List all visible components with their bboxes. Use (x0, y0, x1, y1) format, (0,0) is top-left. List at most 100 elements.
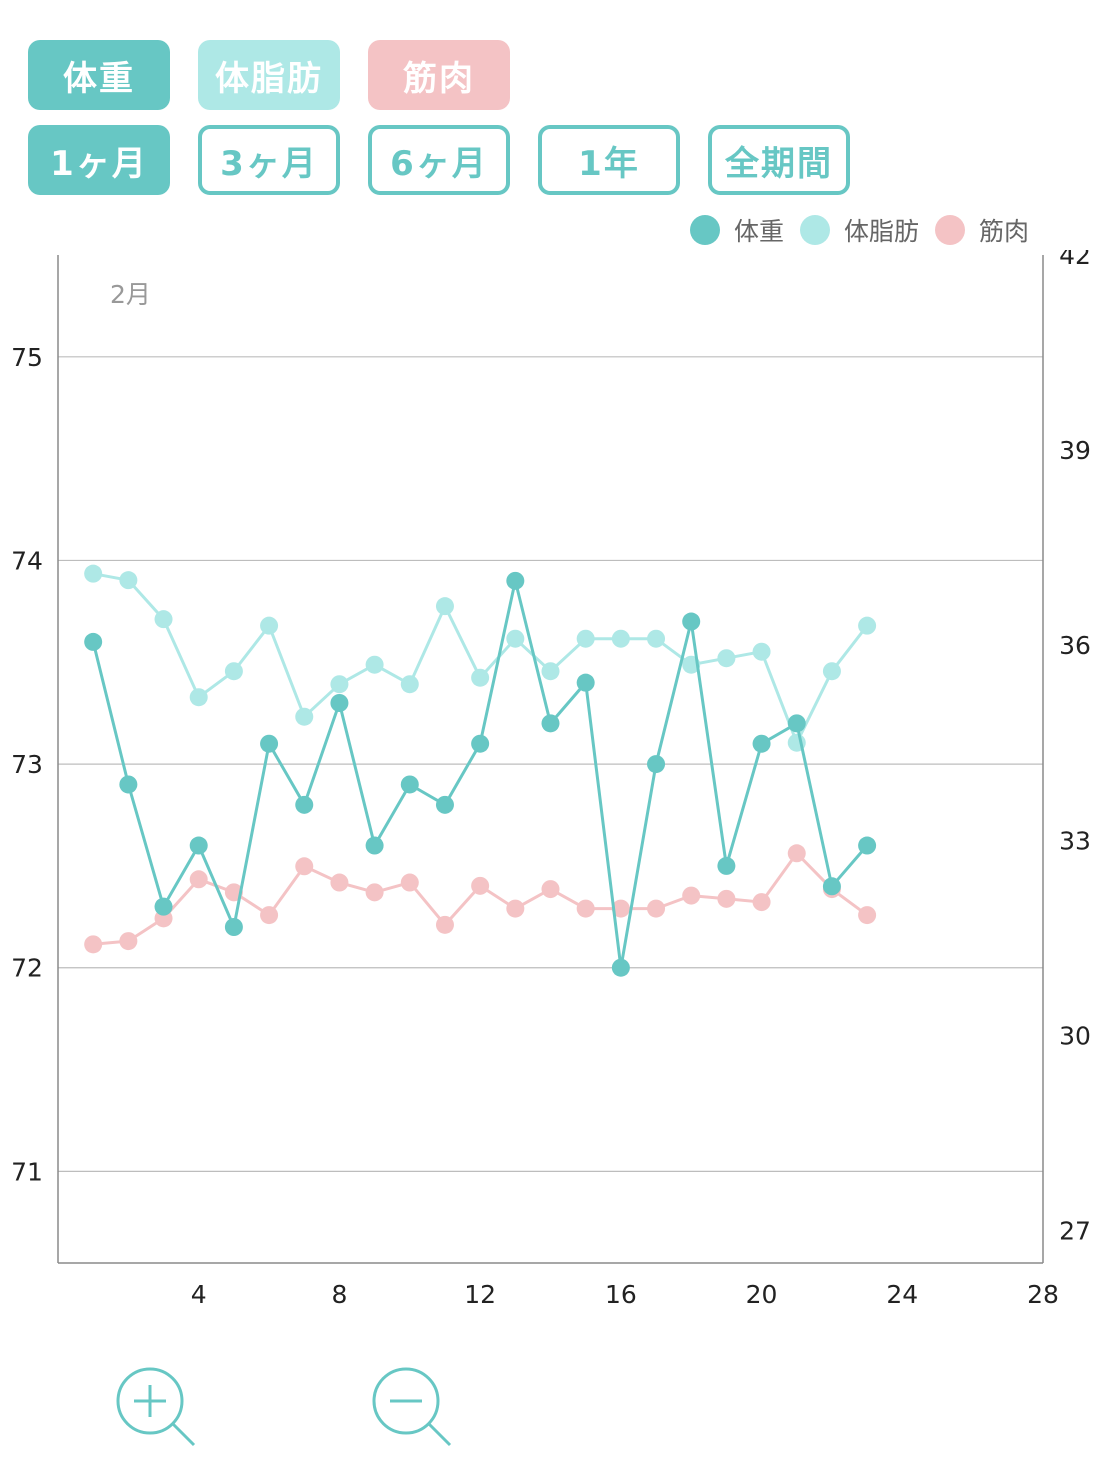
data-point-muscle (787, 844, 806, 863)
data-point-weight (365, 836, 384, 855)
x-tick-label: 16 (605, 1280, 637, 1309)
muscle-metric-button[interactable]: 筋肉 (368, 40, 510, 110)
y-left-tick-label: 72 (11, 954, 43, 983)
data-point-muscle (682, 886, 701, 905)
y-right-tick-label: 30 (1059, 1021, 1091, 1050)
data-point-body-fat (189, 688, 208, 707)
y-right-tick-label: 27 (1059, 1216, 1091, 1245)
data-point-muscle (717, 889, 736, 908)
data-point-weight (154, 897, 173, 916)
zoom-in-icon[interactable] (110, 1365, 200, 1455)
data-point-body-fat (506, 629, 525, 648)
data-point-muscle (119, 932, 138, 951)
data-point-weight (189, 836, 208, 855)
data-point-body-fat (435, 597, 454, 616)
data-point-weight (611, 958, 630, 977)
data-point-weight (787, 714, 806, 733)
data-point-muscle (576, 899, 595, 918)
data-point-muscle (611, 899, 630, 918)
y-left-tick-label: 73 (11, 750, 43, 779)
data-point-weight (84, 632, 103, 651)
period-all-button[interactable]: 全期間 (708, 125, 850, 195)
data-point-muscle (647, 899, 666, 918)
y-left-tick-label: 71 (11, 1157, 43, 1186)
legend-swatch-muscle (935, 215, 966, 245)
data-point-body-fat (365, 655, 384, 674)
legend-label-weight: 体重 (734, 217, 785, 246)
data-point-weight (752, 734, 771, 753)
y-left-tick-label: 74 (11, 546, 43, 575)
data-point-muscle (295, 857, 314, 876)
y-left-tick-label: 75 (11, 343, 43, 372)
data-point-weight (224, 918, 243, 936)
x-tick-label: 28 (1027, 1280, 1059, 1309)
data-point-muscle (752, 893, 771, 912)
data-point-weight (119, 775, 138, 794)
data-point-weight (260, 734, 279, 753)
data-point-muscle (400, 873, 419, 892)
data-point-body-fat (224, 662, 243, 681)
data-point-muscle (189, 870, 208, 889)
data-point-weight (858, 836, 877, 855)
month-annotation: 2月 (110, 280, 151, 309)
x-tick-label: 8 (331, 1280, 347, 1309)
data-point-body-fat (295, 707, 314, 726)
data-point-body-fat (330, 675, 349, 694)
data-point-body-fat (858, 616, 877, 635)
data-point-weight (400, 775, 419, 794)
data-point-body-fat (647, 629, 666, 648)
period-1-year-button[interactable]: 1年 (538, 125, 680, 195)
data-point-body-fat (400, 675, 419, 694)
data-point-muscle (84, 935, 103, 954)
zoom-out-icon[interactable] (366, 1365, 456, 1455)
data-point-weight (541, 714, 560, 733)
y-right-tick-label: 33 (1059, 826, 1091, 855)
data-point-body-fat (576, 629, 595, 648)
data-point-weight (576, 673, 595, 692)
body-composition-line-chart: 71 72 73 74 75 27 30 33 36 39 42 4 8 12 16 20 24 28 2月 (11, 250, 1091, 1309)
data-point-weight (647, 755, 666, 774)
y-right-tick-label: 39 (1059, 436, 1091, 465)
legend-swatch-weight (690, 215, 720, 245)
data-point-weight (295, 795, 314, 814)
body-fat-metric-button[interactable]: 体脂肪 (198, 40, 340, 110)
x-tick-label: 12 (464, 1280, 496, 1309)
data-point-body-fat (260, 616, 279, 635)
data-point-muscle (541, 880, 560, 899)
x-tick-label: 20 (746, 1280, 778, 1309)
data-point-weight (822, 877, 841, 896)
data-point-muscle (471, 876, 490, 895)
period-6-months-button[interactable]: 6ヶ月 (368, 125, 510, 195)
data-point-weight (717, 856, 736, 875)
data-point-body-fat (717, 649, 736, 668)
data-point-weight (506, 571, 525, 590)
x-tick-label: 24 (886, 1280, 918, 1309)
period-3-months-button[interactable]: 3ヶ月 (198, 125, 340, 195)
legend-label-muscle: 筋肉 (979, 217, 1030, 246)
data-point-muscle (858, 906, 877, 925)
data-point-muscle (506, 899, 525, 918)
data-point-muscle (435, 915, 454, 934)
data-point-muscle (365, 883, 384, 902)
data-point-weight (682, 612, 701, 631)
data-point-body-fat (119, 571, 138, 590)
data-point-weight (471, 734, 490, 753)
data-point-muscle (330, 873, 349, 892)
chart-legend: 体重 体脂肪 筋肉 (690, 212, 1045, 248)
data-point-body-fat (154, 610, 173, 629)
data-point-weight (330, 694, 349, 712)
data-point-muscle (260, 906, 279, 925)
legend-swatch-body-fat (800, 215, 831, 245)
data-point-body-fat (611, 629, 630, 648)
series-line-weight (91, 580, 869, 968)
series-line-body-fat (92, 572, 869, 747)
period-1-month-button[interactable]: 1ヶ月 (28, 125, 170, 195)
y-right-tick-label: 36 (1059, 631, 1091, 660)
weight-metric-button[interactable]: 体重 (28, 40, 170, 110)
data-point-body-fat (471, 668, 490, 687)
x-tick-label: 4 (191, 1280, 207, 1309)
data-point-body-fat (541, 662, 560, 681)
y-right-tick-label: 42 (1059, 250, 1091, 270)
data-point-body-fat (752, 642, 771, 661)
data-point-body-fat (822, 662, 841, 681)
